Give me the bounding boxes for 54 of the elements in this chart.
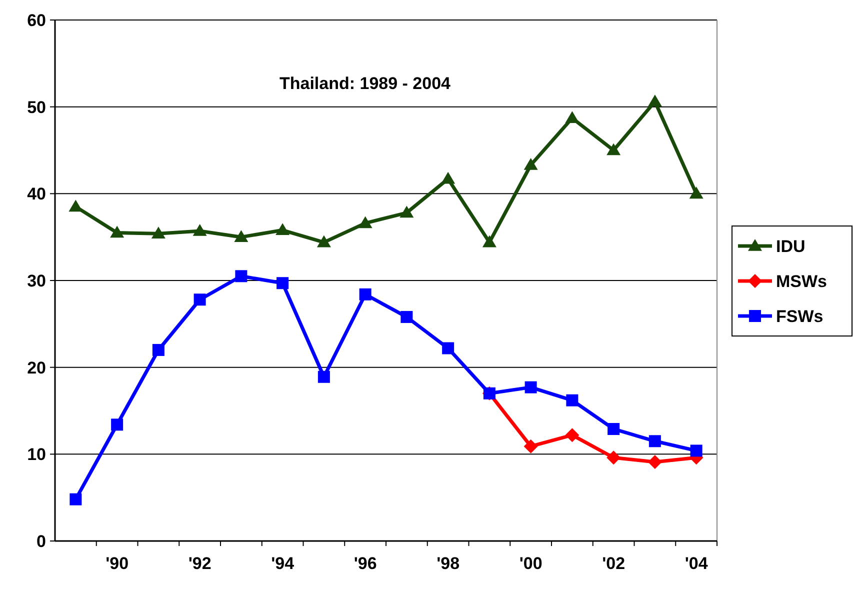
point <box>441 172 456 184</box>
point <box>192 224 207 236</box>
point <box>152 344 164 356</box>
point <box>276 277 289 290</box>
point <box>358 216 372 228</box>
point <box>606 143 621 156</box>
point <box>565 111 580 124</box>
point <box>316 235 331 248</box>
point <box>234 230 248 242</box>
y-tick-label: 60 <box>27 10 46 30</box>
x-tick-label: '00 <box>519 554 542 573</box>
point <box>648 94 662 107</box>
point <box>70 493 82 506</box>
point <box>110 226 124 238</box>
point <box>68 200 83 212</box>
x-tick-label: '96 <box>354 554 377 573</box>
y-tick-label: 0 <box>36 532 46 551</box>
x-tick-label: '04 <box>684 554 708 573</box>
point <box>524 439 538 454</box>
point <box>565 428 580 442</box>
point <box>400 206 414 218</box>
point <box>648 454 662 469</box>
point <box>235 270 248 282</box>
point <box>111 418 124 431</box>
legend-label: MSWs <box>776 272 827 291</box>
point <box>648 435 661 448</box>
point <box>359 288 372 300</box>
y-tick-label: 30 <box>27 271 46 290</box>
x-tick-label: '02 <box>602 554 626 573</box>
point <box>524 158 538 170</box>
point <box>482 235 496 248</box>
x-tick-label: '94 <box>271 554 295 573</box>
point <box>524 381 537 394</box>
x-tick-label: '90 <box>106 554 129 573</box>
point <box>276 223 290 236</box>
y-tick-label: 10 <box>27 445 46 464</box>
y-tick-label: 40 <box>27 184 46 204</box>
y-tick-label: 50 <box>27 98 46 117</box>
x-tick-label: '92 <box>188 554 212 573</box>
point <box>690 444 702 457</box>
point <box>194 294 206 306</box>
text: Thailand: 1989 - 2004 <box>279 74 452 93</box>
legend-label: FSWs <box>776 306 824 326</box>
point <box>689 186 704 199</box>
x-tick-label: '98 <box>436 554 460 573</box>
point <box>606 450 621 465</box>
y-tick-label: 20 <box>27 358 46 378</box>
legend-label: IDU <box>776 236 806 256</box>
point <box>151 226 166 239</box>
point <box>400 310 413 323</box>
point <box>442 342 454 354</box>
point <box>318 370 330 383</box>
point <box>566 394 578 406</box>
point <box>608 422 620 435</box>
